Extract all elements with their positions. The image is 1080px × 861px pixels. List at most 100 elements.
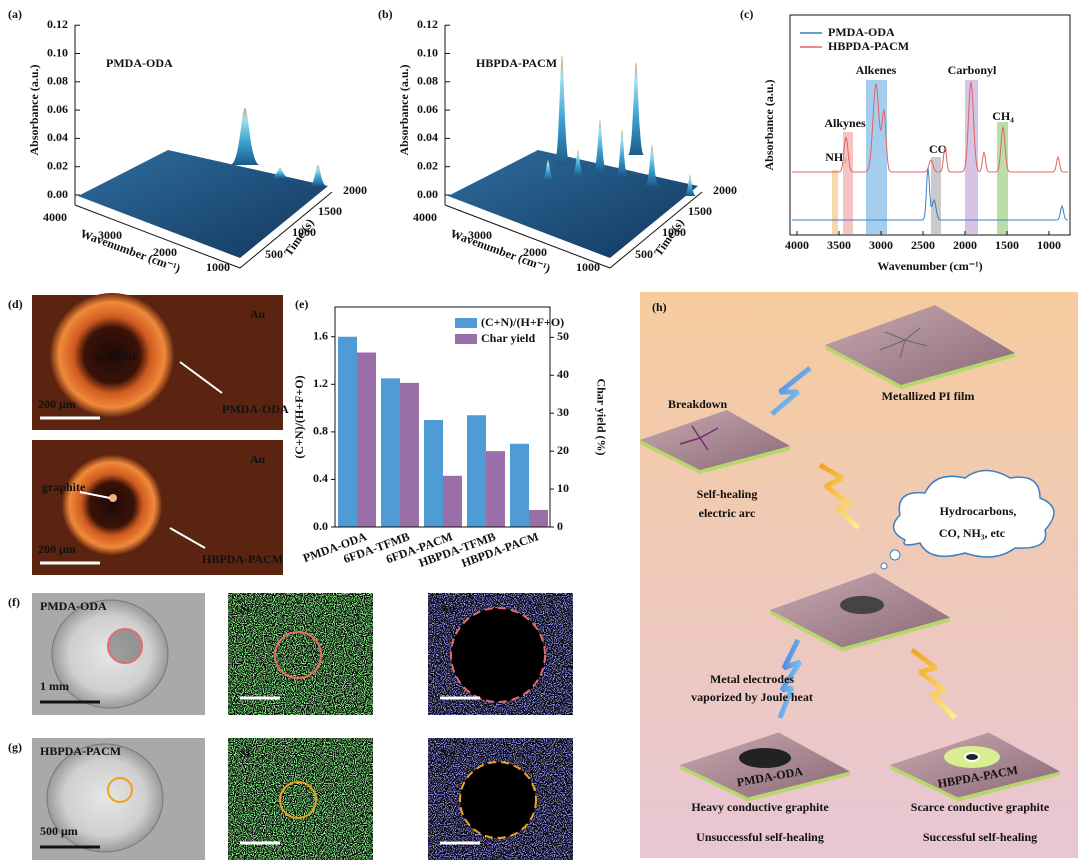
- legend-label: HBPDA-PACM: [828, 39, 909, 53]
- lightning: [770, 366, 812, 416]
- y-tick-label: 0.12: [47, 17, 68, 31]
- graphite-label: graphite: [94, 349, 138, 363]
- legend-label: (C+N)/(H+F+O): [481, 315, 564, 329]
- y2-tick-label: 0: [557, 519, 563, 533]
- result-label: Scarce conductive graphite: [911, 800, 1050, 814]
- axis-title: Char yield (%): [594, 378, 608, 455]
- x-tick-label: 2000: [153, 245, 177, 259]
- step-label: vaporized by Joule heat: [691, 690, 813, 704]
- graphite-spot: [964, 752, 980, 762]
- burn-ring: [50, 293, 174, 417]
- peak: [593, 120, 607, 172]
- band: [832, 170, 838, 234]
- x-tick-label: 2500: [911, 238, 935, 252]
- axis-title: Absorbance (a.u.): [397, 64, 411, 155]
- bar: [400, 382, 419, 527]
- bar: [338, 336, 357, 527]
- y-tick-label: 0.10: [47, 45, 68, 59]
- x-tick-label: 1000: [1037, 238, 1061, 252]
- peak: [645, 145, 659, 186]
- peak: [542, 160, 554, 180]
- x-tick-label: 4000: [43, 210, 67, 224]
- graphite-heavy: [739, 748, 791, 768]
- y-tick-label: 0.8: [313, 424, 328, 438]
- sample-name: HBPDA-PACM: [476, 56, 557, 70]
- t-tick-label: 500: [635, 247, 653, 261]
- x-tick-label: 4000: [413, 210, 437, 224]
- t-tick-label: 1500: [688, 204, 712, 218]
- bubble: [880, 562, 888, 570]
- cloud-label: Hydrocarbons,: [940, 504, 1017, 518]
- x-tick-label: 2000: [953, 238, 977, 252]
- panel-label: (f): [8, 595, 20, 609]
- marker-circle: [274, 631, 322, 679]
- spectrum: [792, 81, 1068, 173]
- band: [866, 80, 887, 234]
- axis-title: Absorbance (a.u.): [762, 79, 776, 170]
- band: [843, 132, 853, 234]
- y-tick-label: 0.04: [47, 130, 68, 144]
- lightning: [910, 648, 957, 720]
- peak: [554, 55, 570, 165]
- bar: [443, 475, 462, 527]
- burn-area: [46, 743, 164, 853]
- y-tick-label: 0.06: [47, 102, 68, 116]
- x-axis: [74, 204, 241, 269]
- t-tick-label: 1500: [318, 204, 342, 218]
- band: [931, 157, 941, 234]
- t-axis: [609, 191, 703, 269]
- t-tick-label: 2000: [343, 183, 367, 197]
- metal-label: Au: [250, 307, 266, 321]
- bar: [510, 443, 529, 527]
- panel-label: (b): [378, 7, 393, 21]
- x-tick-label: 3500: [827, 238, 851, 252]
- outcome-label: Unsuccessful self-healing: [696, 830, 824, 844]
- x-tick-label: 1000: [206, 260, 230, 274]
- lightning: [777, 638, 803, 719]
- map-label: Au: [440, 601, 456, 615]
- y2-tick-label: 50: [557, 329, 569, 343]
- legend-swatch: [455, 334, 477, 344]
- sample-name: HBPDA-PACM: [202, 552, 283, 566]
- y-tick-label: 0.4: [313, 471, 328, 485]
- y-tick-label: 0.08: [47, 74, 68, 88]
- scale-label: 500 μm: [40, 824, 78, 838]
- bar: [529, 509, 548, 527]
- panel-label: (a): [8, 7, 22, 21]
- x-tick-label: 3000: [98, 228, 122, 242]
- film: [825, 305, 1015, 385]
- plot-frame: [334, 306, 551, 528]
- film: [640, 410, 790, 470]
- axis-title: Absorbance (a.u.): [27, 64, 41, 155]
- map-label: Si: [240, 601, 251, 615]
- bar: [381, 378, 400, 527]
- graphite-spot: [109, 494, 117, 502]
- y2-tick-label: 30: [557, 405, 569, 419]
- arrow: [179, 361, 223, 394]
- sample-name: PMDA-ODA: [222, 402, 289, 416]
- band-label: Alkenes: [856, 63, 897, 77]
- legend-swatch: [455, 318, 477, 328]
- spectrum: [792, 167, 1069, 221]
- legend-label: PMDA-ODA: [828, 25, 895, 39]
- x-axis: [444, 204, 611, 269]
- y2-tick-label: 10: [557, 481, 569, 495]
- band-label: Carbonyl: [948, 63, 997, 77]
- arrow: [169, 527, 206, 549]
- sample-name: PMDA-ODA: [40, 599, 107, 613]
- band-label: Alkynes: [824, 116, 866, 130]
- y-tick-label: 0.08: [417, 74, 438, 88]
- surface: [78, 150, 328, 258]
- marker-circle: [450, 607, 546, 703]
- surface: [448, 150, 698, 258]
- y-tick-label: 0.02: [47, 158, 68, 172]
- bar: [486, 451, 505, 527]
- band: [997, 122, 1008, 234]
- y-tick-label: 0.00: [47, 187, 68, 201]
- peak: [230, 108, 260, 165]
- band-label: NH₃: [825, 150, 847, 164]
- x-tick-label: 3000: [869, 238, 893, 252]
- y-tick-label: 0.02: [417, 158, 438, 172]
- crack: [679, 425, 719, 451]
- void: [451, 608, 545, 702]
